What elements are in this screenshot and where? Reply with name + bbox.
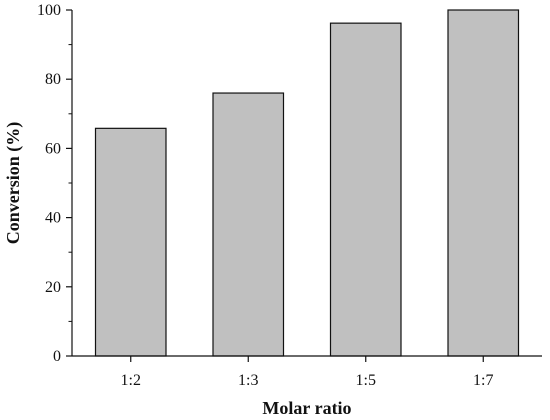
- bar-1-2: [94, 127, 167, 357]
- x-tick-label: 1:5: [356, 372, 376, 389]
- y-tick-label: 0: [53, 348, 61, 365]
- x-ticks-group: 1:2 1:3 1:5 1:7: [121, 356, 493, 389]
- y-tick-label: 100: [37, 2, 61, 19]
- bar-1-7: [447, 9, 520, 357]
- x-axis-title: Molar ratio: [262, 398, 351, 418]
- x-tick-label: 1:3: [238, 372, 258, 389]
- bars-group: [94, 9, 520, 357]
- y-tick-label: 40: [45, 210, 61, 227]
- y-ticks-group: 0 20 40 60 80 100: [37, 2, 72, 365]
- y-tick-label: 20: [45, 279, 61, 296]
- bar-1-5: [329, 22, 402, 357]
- bar-1-3: [212, 92, 285, 357]
- x-tick-label: 1:2: [121, 372, 141, 389]
- x-tick-label: 1:7: [473, 372, 493, 389]
- y-tick-label: 60: [45, 140, 61, 157]
- y-axis-title: Conversion (%): [3, 122, 24, 245]
- y-tick-label: 80: [45, 71, 61, 88]
